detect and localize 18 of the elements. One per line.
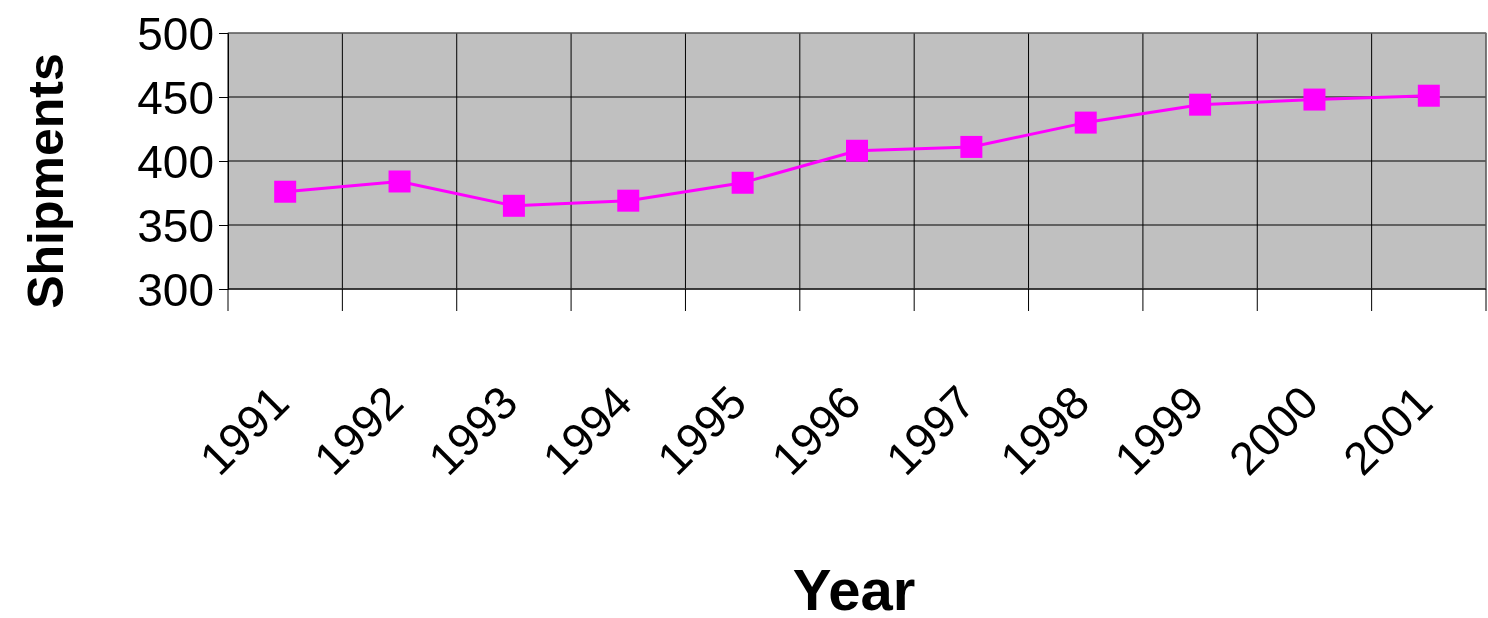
point (960, 135, 983, 158)
point (731, 171, 754, 194)
y-tick-label: 300 (137, 263, 214, 316)
point (617, 189, 640, 212)
point (1303, 88, 1326, 111)
point (846, 139, 868, 162)
point (274, 180, 297, 203)
y-tick-label: 500 (137, 7, 214, 60)
y-tick-label: 450 (137, 71, 214, 124)
x-axis-title: Year (792, 557, 916, 618)
point (1417, 84, 1440, 107)
point (388, 170, 411, 193)
y-tick-label: 350 (137, 199, 214, 252)
point (1074, 111, 1097, 134)
y-tick-label: 400 (137, 135, 214, 188)
y-axis-title: Shipments (18, 53, 74, 309)
point (502, 194, 525, 217)
point (1189, 93, 1212, 116)
